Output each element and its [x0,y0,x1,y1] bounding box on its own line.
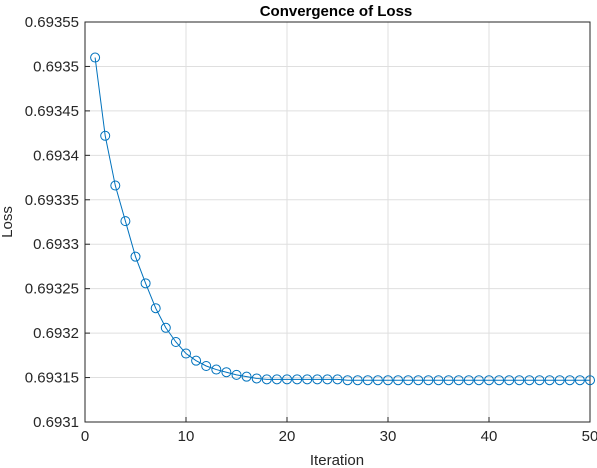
loss-point-marker [544,375,555,386]
loss-point-marker [322,374,333,385]
loss-point-marker [140,278,151,289]
loss-point-marker [302,374,313,385]
x-tick-label: 20 [279,428,296,445]
y-tick-label: 0.6932 [33,325,79,342]
loss-point-marker [494,375,505,386]
loss-point-marker [211,364,222,375]
x-tick-label: 30 [380,428,397,445]
y-tick-label: 0.6931 [33,414,79,431]
grid-lines [84,21,591,423]
y-tick-label: 0.69355 [25,14,79,31]
loss-point-marker [564,375,575,386]
x-tick-label: 10 [178,428,195,445]
loss-series-line [94,57,590,381]
loss-point-marker [453,375,464,386]
loss-point-marker [221,367,232,378]
loss-point-marker [120,216,131,227]
loss-point-marker [585,375,595,386]
loss-point-marker [201,361,212,371]
loss-point-marker [423,375,434,386]
loss-point-marker [261,374,272,385]
y-tick-label: 0.69345 [25,103,79,120]
loss-point-marker [514,375,525,386]
loss-point-marker [443,375,454,386]
y-tick-label: 0.69325 [25,281,79,298]
loss-point-marker [534,375,545,386]
chart-title: Convergence of Loss [260,3,413,20]
x-tick-label: 50 [582,428,597,445]
y-tick-label: 0.69315 [25,370,79,387]
loss-point-marker [100,130,111,141]
loss-point-marker [292,374,303,385]
loss-point-marker [554,375,565,386]
loss-point-marker [191,355,202,366]
loss-point-marker [413,375,424,386]
loss-point-marker [160,322,171,333]
loss-point-marker [362,375,373,386]
x-axis-title: Iteration [310,452,364,468]
loss-point-marker [271,374,282,385]
loss-point-marker [484,375,494,386]
y-tick-label: 0.6934 [33,147,79,164]
x-tick-label: 0 [81,428,89,445]
x-axis-ticks: 0 10 20 30 40 50 [81,417,597,445]
series-group [90,52,595,386]
y-tick-label: 0.6935 [33,58,79,75]
y-axis-ticks: 0.6931 0.69315 0.6932 0.69325 0.6933 0.69335 0… [25,14,90,431]
loss-point-marker [504,375,515,386]
loss-point-marker [150,303,161,314]
loss-point-marker [251,373,262,384]
loss-point-marker [393,375,404,386]
loss-point-marker [241,371,252,382]
loss-point-marker [170,337,181,347]
loss-point-marker [463,375,474,386]
loss-point-marker [403,375,414,386]
loss-point-marker [282,374,292,385]
loss-point-marker [332,374,343,385]
loss-point-marker [181,348,191,359]
loss-point-marker [130,251,141,262]
x-tick-label: 40 [481,428,498,445]
loss-point-marker [574,375,585,386]
loss-point-marker [524,375,535,386]
loss-point-marker [372,375,383,386]
loss-point-marker [473,375,484,386]
y-tick-label: 0.6933 [33,236,79,253]
y-axis-title: Loss [0,206,16,238]
loss-point-marker [433,375,444,386]
loss-point-marker [342,375,353,386]
loss-point-marker [110,180,121,191]
plot-area-frame [84,21,591,423]
loss-point-marker [352,375,363,386]
loss-point-marker [231,369,242,380]
loss-point-marker [90,52,101,63]
loss-point-marker [383,375,393,386]
loss-point-marker [312,374,323,385]
y-tick-label: 0.69335 [25,192,79,209]
